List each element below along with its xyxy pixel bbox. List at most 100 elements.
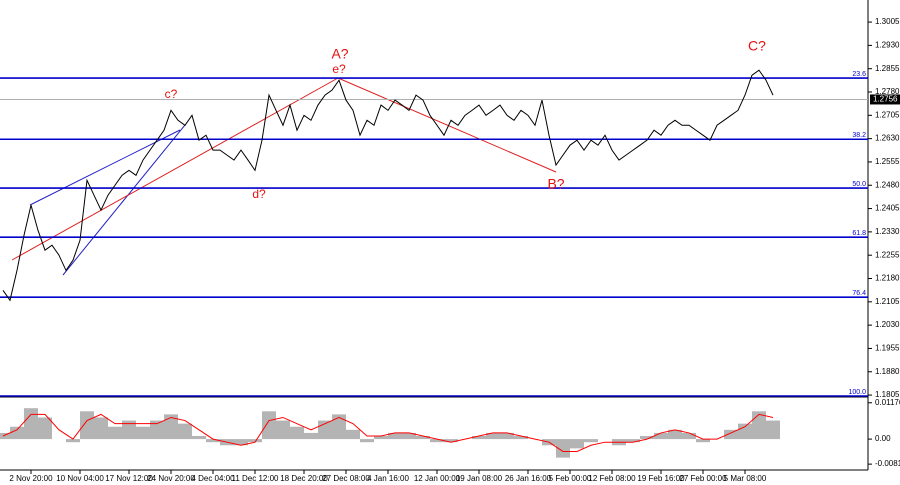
y-tick-label: 1.2180	[875, 274, 900, 283]
histogram-bar	[192, 436, 206, 440]
histogram-bar	[332, 414, 346, 440]
y-tick-label: 1.1955	[875, 344, 900, 353]
y-tick-label: 1.2030	[875, 320, 900, 329]
histogram-bar	[360, 439, 374, 443]
histogram-bar	[752, 411, 766, 440]
y-tick-label: 1.2780	[875, 87, 900, 96]
y-tick-label: 1.3005	[875, 17, 900, 26]
x-tick-label: 10 Nov 04:00	[56, 474, 104, 483]
histogram-bar	[668, 429, 682, 440]
histogram-bar	[10, 426, 24, 440]
histogram-bar	[738, 423, 752, 440]
fib-label: 50.0	[852, 181, 866, 188]
y-tick-label: 1.2405	[875, 204, 900, 213]
x-tick-label: 26 Jan 16:00	[505, 474, 552, 483]
y-tick-label: 1.2930	[875, 40, 900, 49]
histogram-bar	[416, 436, 430, 440]
x-tick-label: 5 Feb 00:00	[549, 474, 592, 483]
histogram-bar	[430, 439, 444, 443]
y-tick-label: 1.2555	[875, 157, 900, 166]
x-tick-label: 11 Dec 12:00	[232, 474, 280, 483]
histogram-bar	[0, 432, 10, 440]
y-tick-label: 1.2255	[875, 250, 900, 259]
y-tick-label: 0.01176	[875, 398, 900, 407]
y-tick-label: 1.2705	[875, 110, 900, 119]
histogram-bar	[682, 432, 696, 440]
histogram-bar	[108, 426, 122, 440]
histogram-bar	[122, 420, 136, 440]
histogram-bar	[626, 439, 640, 443]
x-tick-label: 17 Nov 12:00	[105, 474, 153, 483]
current-price-label: 1.2756	[873, 95, 898, 104]
wave-label: e?	[332, 62, 346, 76]
histogram-bar	[500, 432, 514, 440]
fib-label: 61.8	[852, 230, 866, 237]
histogram-bar	[150, 420, 164, 440]
x-tick-label: 19 Feb 16:00	[637, 474, 685, 483]
histogram-bar	[402, 432, 416, 440]
current-price-box	[870, 94, 900, 105]
histogram-bar	[486, 432, 500, 440]
histogram-bar	[570, 439, 584, 449]
histogram-bar	[164, 414, 178, 440]
histogram-bar	[136, 426, 150, 440]
wave-label: d?	[252, 187, 266, 201]
histogram-bar	[584, 439, 598, 443]
histogram-bar	[290, 426, 304, 440]
trend-line	[337, 77, 557, 173]
x-tick-label: 5 Mar 08:00	[724, 474, 767, 483]
fib-label: 76.4	[852, 290, 866, 297]
histogram-bar	[206, 439, 220, 443]
y-tick-label: 1.1880	[875, 367, 900, 376]
histogram-bar	[514, 436, 528, 440]
histogram-bar	[234, 439, 248, 446]
y-tick-label: 1.2480	[875, 180, 900, 189]
histogram-bar	[66, 439, 80, 443]
histogram-bar	[304, 432, 318, 440]
x-tick-label: 24 Nov 20:00	[147, 474, 195, 483]
y-tick-label: 1.2330	[875, 227, 900, 236]
wave-label: C?	[748, 38, 766, 54]
y-tick-label: 1.2855	[875, 64, 900, 73]
histogram-bar	[556, 439, 570, 458]
x-tick-label: 4 Jan 16:00	[367, 474, 409, 483]
wave-label: B?	[547, 176, 564, 192]
trend-line	[11, 77, 339, 261]
y-tick-label: 1.2630	[875, 134, 900, 143]
fib-label: 23.6	[852, 71, 866, 78]
histogram-bar	[766, 420, 780, 440]
histogram-bar	[80, 411, 94, 440]
y-tick-label: 1.2105	[875, 297, 900, 306]
channel-line	[62, 124, 186, 276]
price-line	[2, 69, 774, 302]
histogram-bar	[346, 429, 360, 440]
histogram-bar	[94, 417, 108, 440]
histogram-bar	[262, 411, 276, 440]
y-tick-label: -0.0081	[875, 459, 900, 468]
histogram-bar	[724, 429, 738, 440]
y-tick-label: 1.1805	[875, 390, 900, 399]
histogram-bar	[276, 420, 290, 440]
histogram-bar	[640, 436, 654, 440]
histogram-bar	[374, 436, 388, 440]
histogram-bar	[388, 432, 402, 440]
histogram-bar	[654, 432, 668, 440]
fib-label: 38.2	[852, 132, 866, 139]
fib-label: 100.0	[848, 389, 866, 396]
x-tick-label: 18 Dec 20:00	[280, 474, 328, 483]
x-tick-label: 19 Jan 08:00	[456, 474, 503, 483]
y-tick-label: 0.00	[875, 434, 891, 443]
histogram-bar	[178, 423, 192, 440]
x-tick-label: 12 Jan 00:00	[414, 474, 461, 483]
histogram-bar	[24, 408, 38, 440]
histogram-bar	[696, 439, 710, 443]
wave-label: A?	[331, 46, 348, 62]
signal-line	[2, 413, 774, 452]
x-tick-label: 27 Dec 08:00	[322, 474, 370, 483]
x-tick-label: 2 Nov 20:00	[9, 474, 53, 483]
wave-label: c?	[165, 87, 178, 101]
histogram-bar	[38, 417, 52, 440]
histogram-bar	[248, 439, 262, 443]
histogram-bar	[472, 436, 486, 440]
